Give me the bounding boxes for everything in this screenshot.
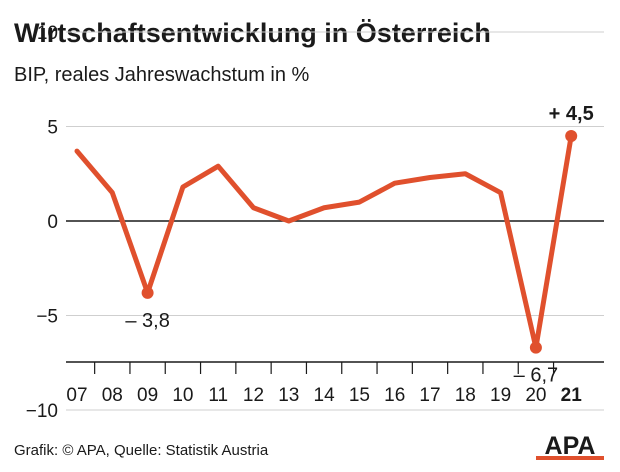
series-layer bbox=[74, 133, 574, 351]
data-label: – 3,8 bbox=[125, 310, 169, 332]
x-tick-label: 12 bbox=[243, 385, 264, 406]
data-point-marker bbox=[565, 129, 578, 142]
x-tick-label: 18 bbox=[455, 385, 476, 406]
x-tick-label: 20 bbox=[525, 385, 546, 406]
data-label: + 4,5 bbox=[549, 103, 594, 125]
y-tick-label: 10 bbox=[37, 23, 58, 44]
y-tick-label: −5 bbox=[36, 307, 58, 328]
gdp-growth-line bbox=[74, 133, 574, 351]
y-tick-label: −10 bbox=[26, 401, 58, 422]
x-tick-label: 21 bbox=[561, 385, 583, 406]
data-point-marker bbox=[529, 341, 542, 354]
source-credit: Grafik: © APA, Quelle: Statistik Austria bbox=[14, 442, 269, 459]
gdp-line-chart: 10 5 0 −5 −10 07 08 09 10 11 12 13 14 15 16 17 18 19 20 21… bbox=[26, 23, 604, 422]
x-tick-label: 13 bbox=[278, 385, 299, 406]
x-axis: 07 08 09 10 11 12 13 14 15 16 17 18 19 20 21 bbox=[66, 361, 604, 406]
x-tick-label: 19 bbox=[490, 385, 511, 406]
x-tick-label: 17 bbox=[419, 385, 440, 406]
x-tick-label: 09 bbox=[137, 385, 158, 406]
y-tick-label: 5 bbox=[47, 118, 58, 139]
x-tick-label: 16 bbox=[384, 385, 405, 406]
x-tick-label: 15 bbox=[349, 385, 370, 406]
data-label: – 6,7 bbox=[514, 365, 558, 387]
chart-subtitle: BIP, reales Jahreswachstum in % bbox=[14, 64, 310, 86]
svg-text:APA: APA bbox=[545, 432, 596, 460]
annotation-layer: – 3,8 – 6,7 + 4,5 bbox=[125, 103, 593, 387]
x-tick-label: 07 bbox=[66, 385, 87, 406]
y-tick-label: 0 bbox=[47, 212, 58, 233]
x-tick-label: 10 bbox=[172, 385, 193, 406]
x-tick-label: 14 bbox=[314, 385, 336, 406]
apa-logo: APA bbox=[536, 432, 604, 460]
grid-layer bbox=[66, 31, 604, 411]
y-tick-labels: 10 5 0 −5 −10 bbox=[26, 23, 58, 422]
chart-title: Wirtschaftsentwicklung in Österreich bbox=[14, 18, 491, 48]
data-point-marker bbox=[141, 286, 154, 299]
x-tick-label: 11 bbox=[208, 385, 228, 406]
x-tick-label: 08 bbox=[102, 385, 123, 406]
